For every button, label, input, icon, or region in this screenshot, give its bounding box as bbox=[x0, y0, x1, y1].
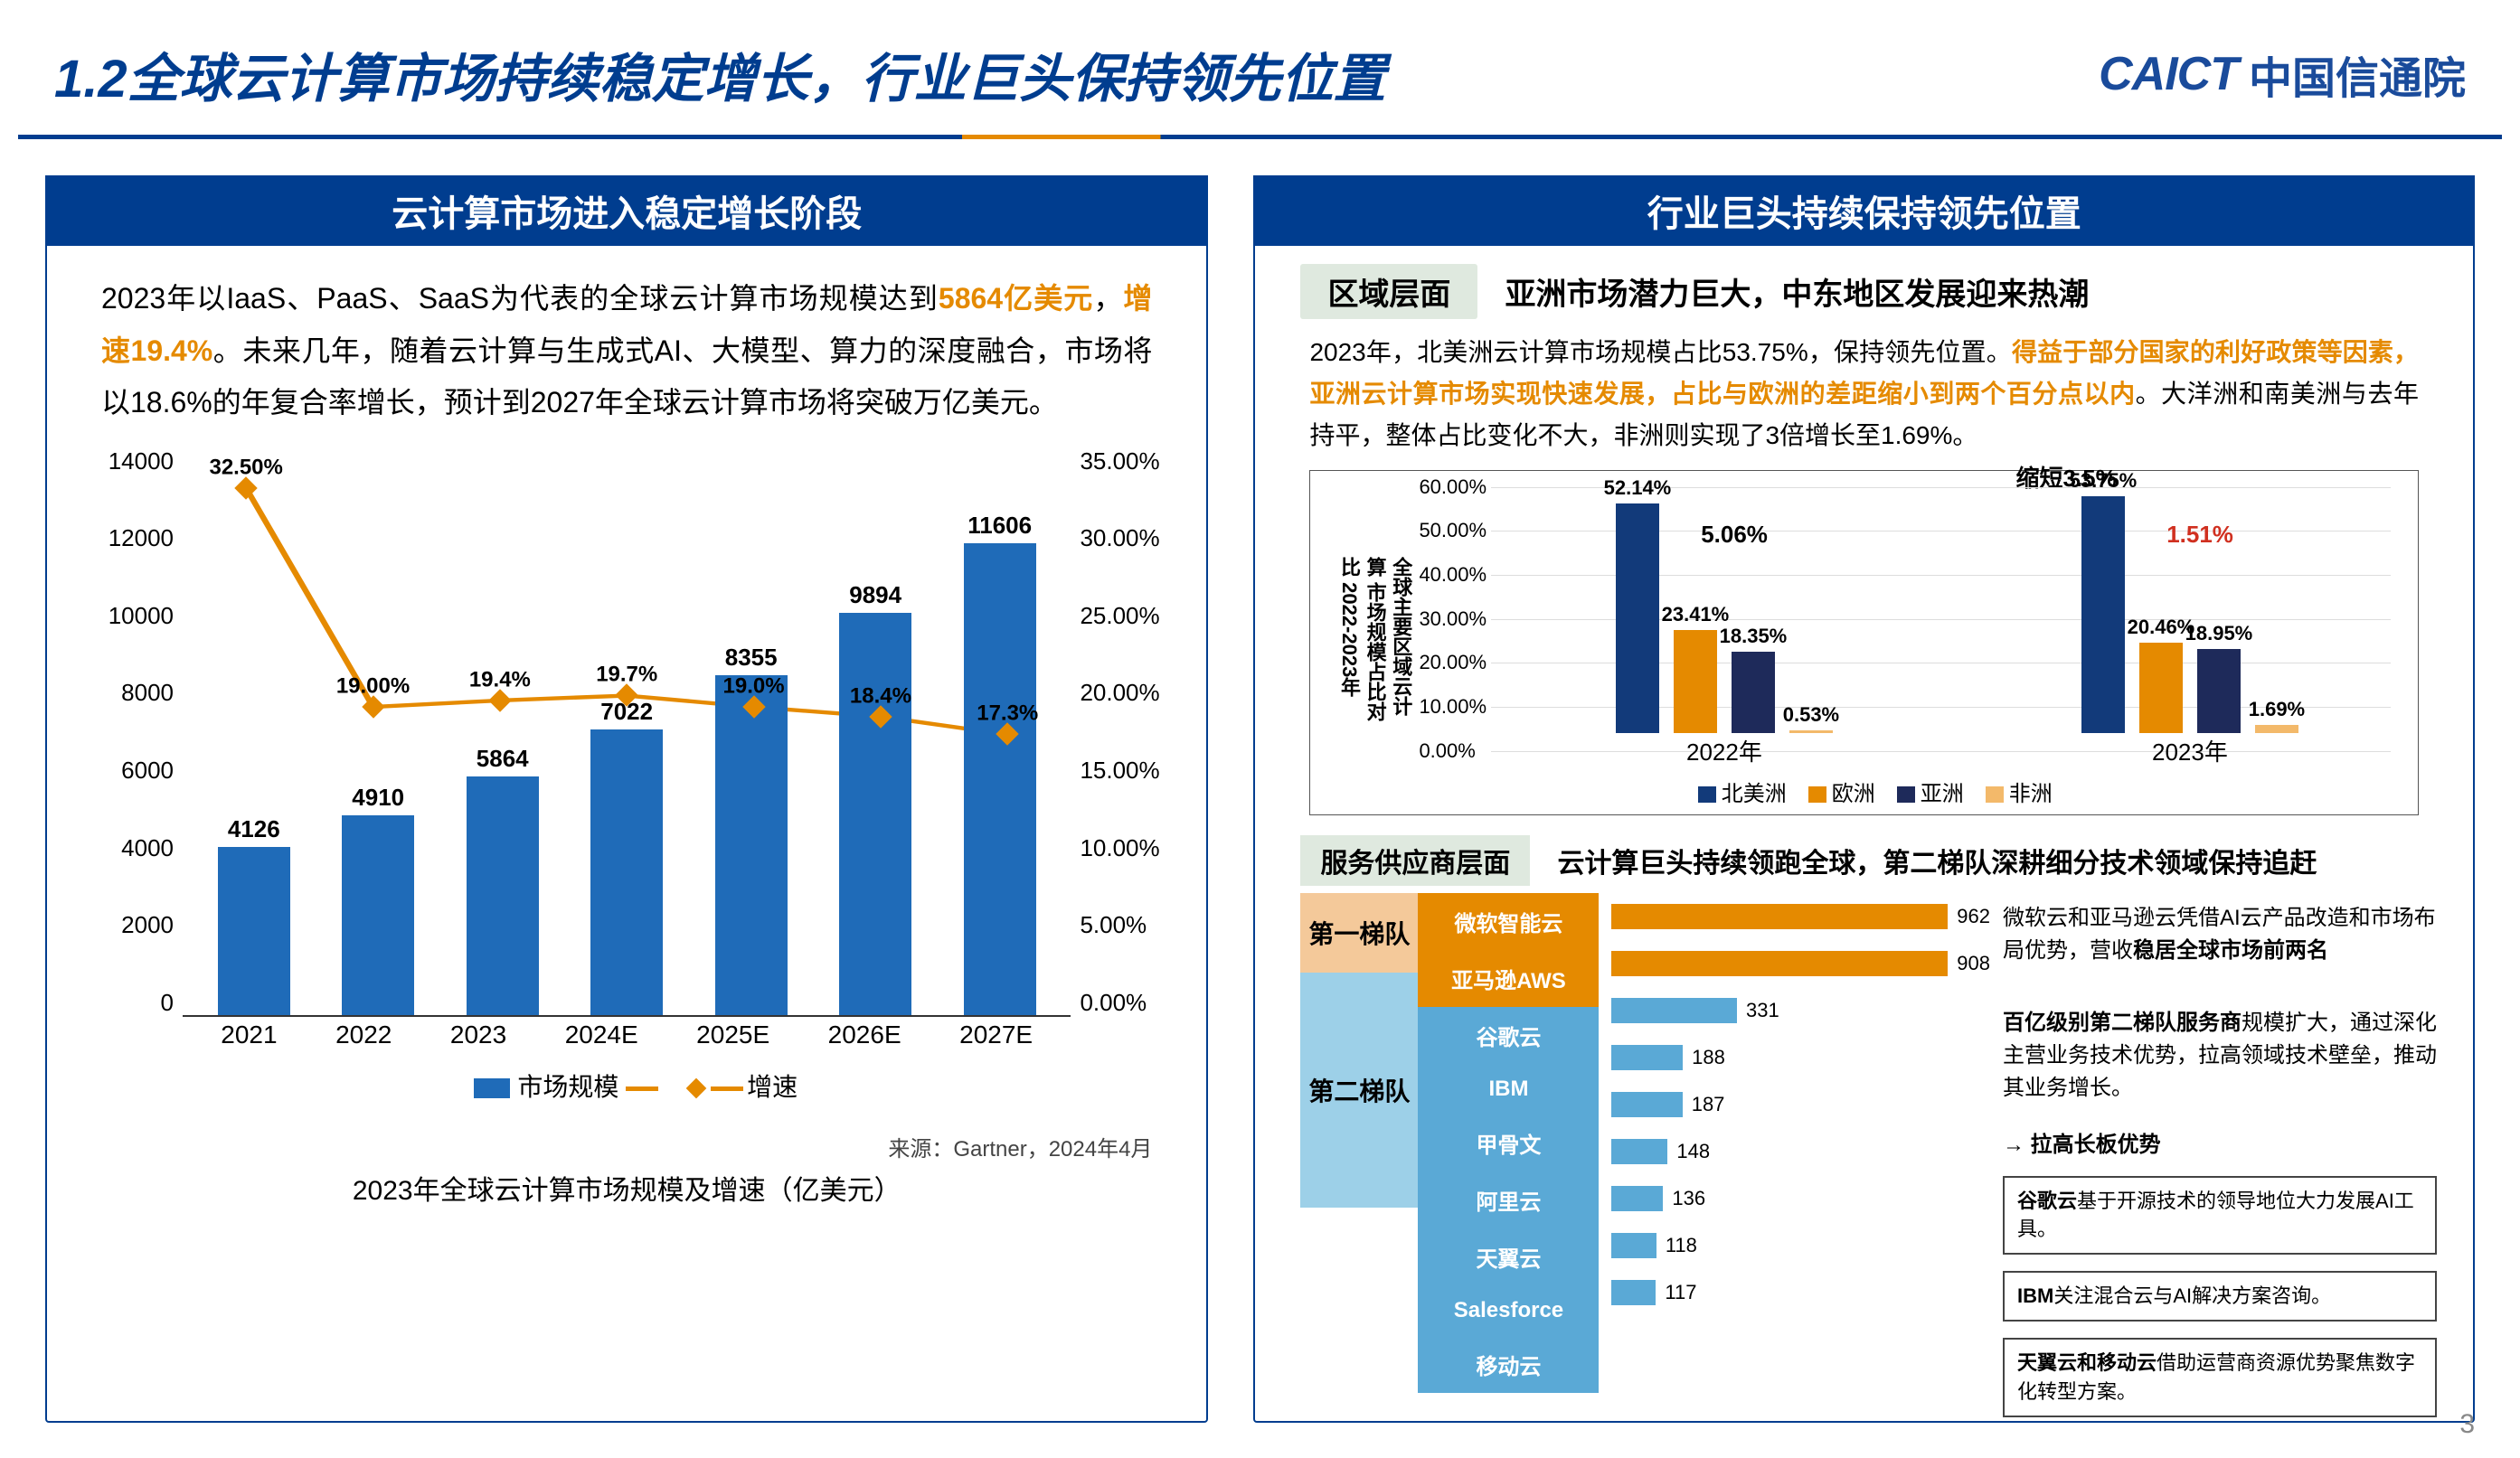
region-chart-ylabel: 全球主要区域云计算 市场规模占比对比 2022-2023年 bbox=[1336, 557, 1413, 729]
page-header: 1.2全球云计算市场持续稳定增长，行业巨头保持领先位置 CAICT 中国信通院 bbox=[0, 0, 2520, 135]
panel-left: 云计算市场进入稳定增长阶段 2023年以IaaS、PaaS、SaaS为代表的全球… bbox=[45, 175, 1208, 1423]
panel-right: 行业巨头持续保持领先位置 区域层面 亚洲市场潜力巨大，中东地区发展迎来热潮 20… bbox=[1253, 175, 2475, 1423]
chart-plot: 41264910586470228355989411606 32.50%19.0… bbox=[183, 447, 1071, 1017]
section2-heading: 云计算巨头持续领跑全球，第二梯队深耕细分技术领域保持追赶 bbox=[1557, 841, 2317, 880]
page-number: 3 bbox=[2459, 1409, 2475, 1440]
region-chart: 全球主要区域云计算 市场规模占比对比 2022-2023年 缩短3.5% 北美洲… bbox=[1309, 470, 2419, 815]
intro-paragraph: 2023年以IaaS、PaaS、SaaS为代表的全球云计算市场规模达到5864亿… bbox=[101, 273, 1152, 429]
chart-caption: 2023年全球云计算市场规模及增速（亿美元） bbox=[101, 1168, 1152, 1208]
note-box-2: IBM关注混合云与AI解决方案咨询。 bbox=[2003, 1271, 2437, 1322]
tier2-label: 第二梯队 bbox=[1300, 973, 1418, 1208]
section2-header: 服务供应商层面 云计算巨头持续领跑全球，第二梯队深耕细分技术领域保持追赶 bbox=[1255, 826, 2473, 889]
tier-labels: 第一梯队 第二梯队 bbox=[1300, 893, 1418, 1417]
chart-source: 来源：Gartner，2024年4月 bbox=[101, 1131, 1152, 1162]
tier1-label: 第一梯队 bbox=[1300, 893, 1418, 973]
page-title: 1.2全球云计算市场持续稳定增长，行业巨头保持领先位置 bbox=[54, 36, 1386, 112]
region-chart-legend: 北美洲欧洲亚洲非洲 bbox=[1310, 776, 2418, 807]
section1-tag: 区域层面 bbox=[1300, 264, 1477, 319]
service-bars: 962908331188187148136118117 bbox=[1599, 893, 2003, 1417]
section1-header: 区域层面 亚洲市场潜力巨大，中东地区发展迎来热潮 bbox=[1255, 246, 2473, 328]
logo-cn: 中国信通院 bbox=[2249, 42, 2466, 106]
logo-mark: CAICT bbox=[2099, 47, 2238, 101]
chart-xaxis: 2021202220232024E2025E2026E2027E bbox=[183, 1017, 1071, 1049]
tiers-chart: 第一梯队 第二梯队 微软智能云亚马逊AWS谷歌云IBM甲骨文阿里云天翼云Sale… bbox=[1255, 889, 2473, 1421]
chart-yaxis-right: 35.00%30.00%25.00%20.00%15.00%10.00%5.00… bbox=[1071, 447, 1152, 1017]
chart-legend: 市场规模 增速 bbox=[101, 1068, 1152, 1104]
section1-heading: 亚洲市场潜力巨大，中东地区发展迎来热潮 bbox=[1505, 269, 2089, 314]
side-notes: 微软云和亚马逊云凭借AI云产品改造和市场布局优势，营收稳居全球市场前两名 百亿级… bbox=[2003, 893, 2437, 1417]
logo: CAICT 中国信通院 bbox=[2099, 42, 2466, 106]
note-mid: 百亿级别第二梯队服务商规模扩大，通过深化主营业务技术优势，拉高领域技术壁垒，推动… bbox=[2003, 1007, 2437, 1105]
section1-paragraph: 2023年，北美洲云计算市场规模占比53.75%，保持领先位置。得益于部分国家的… bbox=[1255, 328, 2473, 465]
panel-right-title: 行业巨头持续保持领先位置 bbox=[1253, 175, 2475, 246]
chart-yaxis-left: 14000120001000080006000400020000 bbox=[101, 447, 183, 1017]
arrow-label: 拉高长板优势 bbox=[2003, 1126, 2437, 1158]
panel-left-title: 云计算市场进入稳定增长阶段 bbox=[45, 175, 1208, 246]
section2-tag: 服务供应商层面 bbox=[1300, 835, 1530, 886]
market-chart: 14000120001000080006000400020000 4126491… bbox=[101, 447, 1152, 1049]
note-box-3: 天翼云和移动云借助运营商资源优势聚焦数字化转型方案。 bbox=[2003, 1338, 2437, 1417]
service-names: 微软智能云亚马逊AWS谷歌云IBM甲骨文阿里云天翼云Salesforce移动云 bbox=[1418, 893, 1599, 1417]
note-top: 微软云和亚马逊云凭借AI云产品改造和市场布局优势，营收稳居全球市场前两名 bbox=[2003, 902, 2437, 967]
note-box-1: 谷歌云基于开源技术的领导地位大力发展AI工具。 bbox=[2003, 1176, 2437, 1256]
